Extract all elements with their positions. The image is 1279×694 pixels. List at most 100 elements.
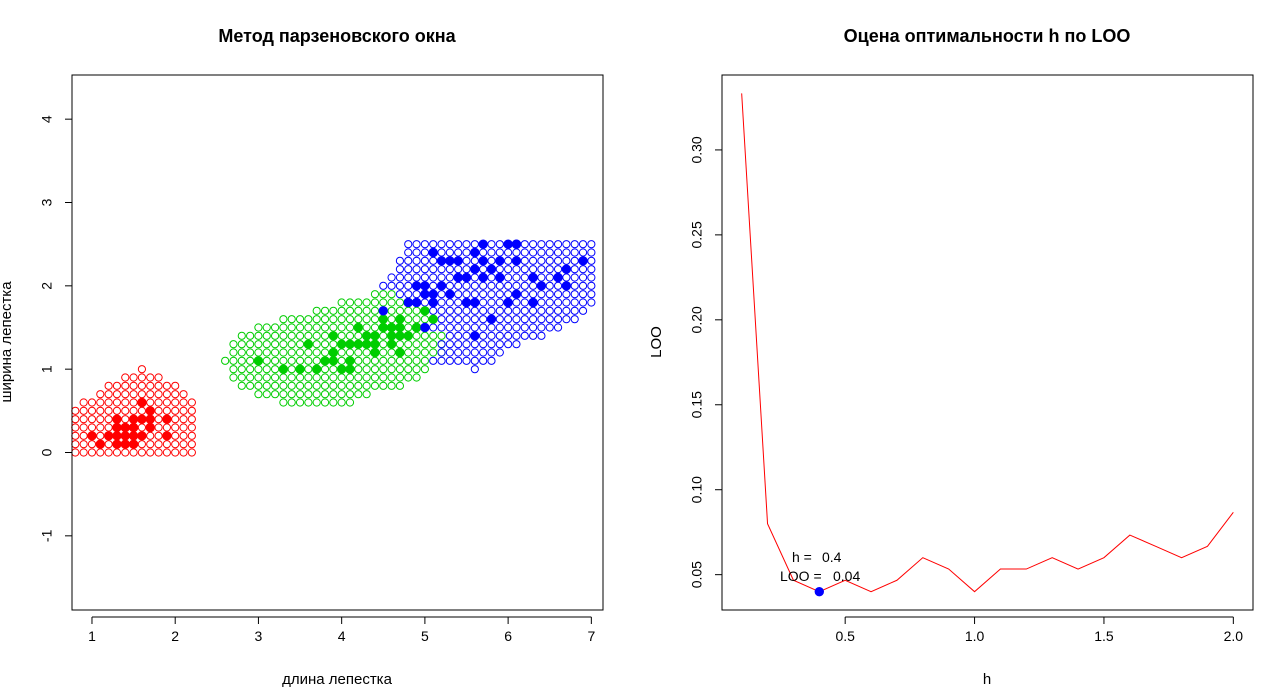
point-virginica bbox=[495, 272, 505, 283]
point-virginica bbox=[428, 297, 438, 308]
grid-cell-virginica bbox=[495, 348, 504, 357]
grid-cell-versicolor bbox=[295, 398, 305, 407]
grid-cell-virginica bbox=[545, 273, 554, 282]
grid-cell-virginica bbox=[412, 256, 421, 265]
grid-cell-versicolor bbox=[237, 373, 246, 382]
grid-cell-versicolor bbox=[387, 365, 396, 374]
grid-cell-versicolor bbox=[320, 315, 330, 324]
grid-cell-versicolor bbox=[295, 381, 305, 390]
grid-cell-virginica bbox=[487, 356, 496, 365]
grid-cell-versicolor bbox=[354, 365, 363, 374]
grid-cell-virginica bbox=[545, 290, 554, 299]
grid-cell-virginica bbox=[562, 290, 571, 299]
grid-cell-virginica bbox=[395, 281, 405, 290]
grid-cell-virginica bbox=[587, 281, 596, 290]
grid-cell-versicolor bbox=[262, 331, 271, 340]
grid-cell-virginica bbox=[445, 356, 454, 365]
loo-x-label: h bbox=[983, 671, 991, 688]
grid-cell-virginica bbox=[420, 273, 429, 282]
grid-cell-setosa bbox=[171, 448, 180, 457]
grid-cell-virginica bbox=[537, 298, 546, 307]
grid-cell-virginica bbox=[437, 348, 446, 357]
grid-cell-virginica bbox=[553, 323, 563, 332]
grid-cell-virginica bbox=[379, 281, 388, 290]
grid-cell-virginica bbox=[420, 240, 429, 249]
grid-cell-versicolor bbox=[354, 298, 363, 307]
grid-cell-setosa bbox=[146, 373, 155, 382]
point-setosa bbox=[120, 422, 130, 433]
point-virginica bbox=[511, 239, 522, 249]
grid-cell-virginica bbox=[504, 256, 513, 265]
grid-cell-versicolor bbox=[246, 356, 255, 365]
grid-cell-virginica bbox=[587, 273, 596, 282]
point-setosa bbox=[128, 439, 139, 449]
grid-cell-setosa bbox=[179, 390, 188, 399]
parzen-y-tick-label: 2 bbox=[39, 282, 55, 290]
grid-cell-virginica bbox=[429, 240, 438, 249]
point-virginica bbox=[528, 272, 538, 283]
grid-cell-virginica bbox=[512, 273, 521, 282]
grid-cell-virginica bbox=[528, 331, 538, 340]
grid-cell-virginica bbox=[528, 306, 538, 315]
grid-cell-setosa bbox=[104, 381, 113, 390]
grid-cell-virginica bbox=[495, 315, 504, 324]
grid-cell-versicolor bbox=[287, 356, 296, 365]
grid-cell-virginica bbox=[545, 306, 554, 315]
point-versicolor bbox=[395, 331, 405, 341]
grid-cell-setosa bbox=[104, 448, 113, 457]
grid-cell-virginica bbox=[454, 298, 463, 307]
grid-cell-setosa bbox=[146, 390, 155, 399]
grid-cell-virginica bbox=[487, 240, 496, 249]
grid-cell-setosa bbox=[96, 423, 105, 432]
grid-cell-versicolor bbox=[295, 373, 305, 382]
grid-cell-virginica bbox=[462, 356, 471, 365]
grid-cell-versicolor bbox=[295, 356, 305, 365]
grid-cell-virginica bbox=[412, 273, 421, 282]
grid-cell-versicolor bbox=[329, 398, 338, 407]
grid-cell-versicolor bbox=[262, 390, 271, 399]
grid-cell-versicolor bbox=[337, 390, 346, 399]
grid-cell-virginica bbox=[395, 290, 405, 299]
grid-cell-virginica bbox=[454, 240, 463, 249]
grid-cell-versicolor bbox=[320, 340, 330, 349]
grid-cell-virginica bbox=[445, 340, 454, 349]
grid-cell-setosa bbox=[104, 415, 113, 424]
point-virginica bbox=[445, 289, 455, 299]
grid-cell-virginica bbox=[562, 298, 571, 307]
grid-cell-virginica bbox=[437, 298, 446, 307]
grid-cell-versicolor bbox=[370, 306, 380, 315]
parzen-x-tick-label: 3 bbox=[255, 628, 263, 644]
grid-cell-virginica bbox=[495, 323, 504, 332]
grid-cell-versicolor bbox=[370, 365, 380, 374]
grid-cell-versicolor bbox=[320, 381, 330, 390]
grid-cell-virginica bbox=[504, 290, 513, 299]
point-virginica bbox=[461, 297, 472, 308]
grid-cell-versicolor bbox=[312, 323, 321, 332]
grid-cell-virginica bbox=[553, 240, 563, 249]
grid-cell-virginica bbox=[470, 348, 479, 357]
grid-cell-versicolor bbox=[320, 348, 330, 357]
grid-cell-virginica bbox=[578, 240, 588, 249]
grid-cell-setosa bbox=[129, 406, 138, 415]
grid-cell-versicolor bbox=[237, 331, 246, 340]
grid-cell-setosa bbox=[162, 423, 171, 432]
grid-cell-virginica bbox=[520, 323, 529, 332]
grid-cell-virginica bbox=[553, 290, 563, 299]
grid-cell-virginica bbox=[562, 315, 571, 324]
parzen-y-tick-label: 1 bbox=[39, 365, 55, 373]
point-versicolor bbox=[361, 339, 372, 349]
point-virginica bbox=[470, 247, 480, 258]
grid-cell-versicolor bbox=[337, 381, 346, 390]
grid-cell-versicolor bbox=[329, 365, 338, 374]
grid-cell-virginica bbox=[504, 340, 513, 349]
grid-cell-versicolor bbox=[270, 323, 280, 332]
grid-cell-versicolor bbox=[229, 356, 238, 365]
grid-cell-virginica bbox=[487, 323, 496, 332]
grid-cell-versicolor bbox=[387, 381, 396, 390]
grid-cell-versicolor bbox=[379, 290, 388, 299]
grid-cell-setosa bbox=[104, 423, 113, 432]
grid-cell-virginica bbox=[520, 273, 529, 282]
point-virginica bbox=[453, 272, 463, 283]
grid-cell-versicolor bbox=[246, 381, 255, 390]
grid-cell-versicolor bbox=[370, 298, 380, 307]
